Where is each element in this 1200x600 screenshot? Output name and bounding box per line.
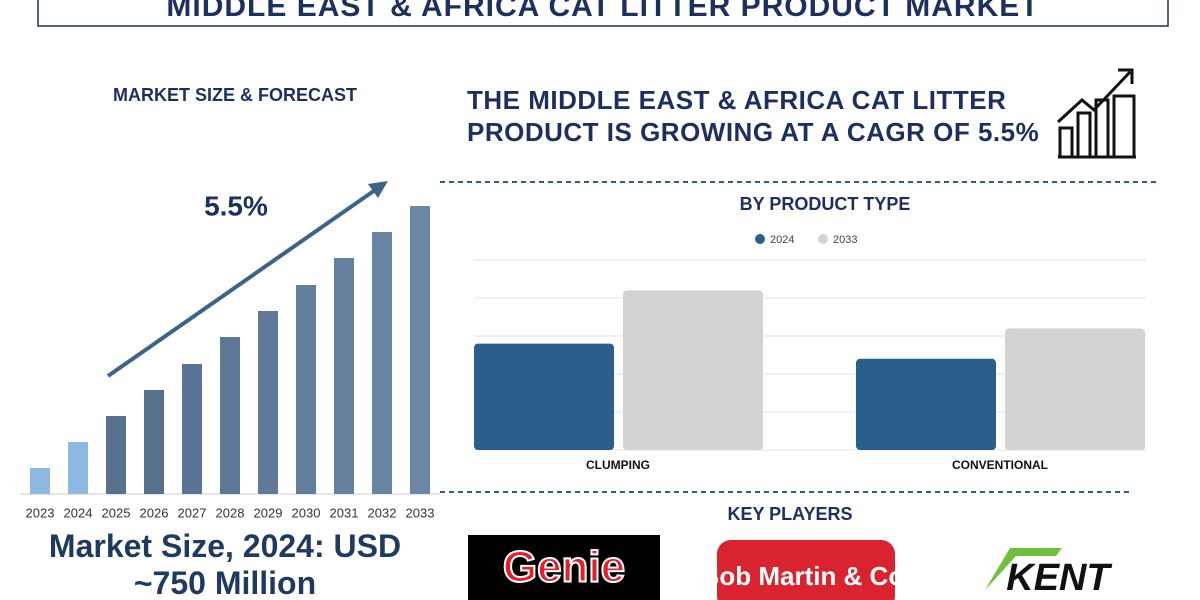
x-tick-label: 2029 [254, 505, 283, 520]
bar [856, 358, 996, 450]
x-tick-label: 2024 [64, 505, 93, 520]
x-tick-label: 2030 [292, 505, 321, 520]
legend-label: 2024 [770, 234, 794, 246]
legend-swatch [818, 234, 828, 244]
x-tick-label: 2031 [330, 505, 359, 520]
market-size: Market Size, 2024: USD ~750 Million [48, 528, 402, 600]
x-tick-label: 2032 [368, 505, 397, 520]
legend-label: 2033 [833, 234, 857, 246]
x-tick-label: 2023 [26, 505, 55, 520]
arrow-head [368, 181, 388, 198]
title-box [37, 0, 1169, 27]
x-tick-label: 2028 [216, 505, 245, 520]
bar [1005, 328, 1145, 450]
x-tick-label: 2026 [140, 505, 169, 520]
x-tick-label: CLUMPING [586, 458, 650, 472]
logo-text: Bob Martin & Co. [701, 561, 912, 591]
annotation: 5.5% [204, 190, 268, 221]
bar [474, 343, 614, 450]
bar [372, 232, 392, 494]
chart-title: MARKET SIZE & FORECAST [113, 85, 357, 105]
logo-bg [468, 535, 660, 600]
bar [623, 290, 763, 450]
x-tick-label: 2025 [102, 505, 131, 520]
logo-text: KENT [1006, 557, 1112, 599]
bar [182, 364, 202, 494]
page-title: MIDDLE EAST & AFRICA CAT LITTER PRODUCT … [166, 0, 1039, 23]
logo-text: Genie [503, 543, 625, 592]
bar [106, 416, 126, 494]
bar [30, 468, 50, 494]
trend-arrow [106, 186, 380, 378]
x-tick-label: 2033 [406, 505, 435, 520]
bar [68, 442, 88, 494]
section-title: KEY PLAYERS [727, 504, 852, 524]
growth-icon [1056, 68, 1136, 159]
x-tick-label: CONVENTIONAL [952, 458, 1048, 472]
bar [296, 285, 316, 494]
legend-swatch [755, 234, 765, 244]
bar [144, 390, 164, 494]
chart-title: BY PRODUCT TYPE [740, 194, 911, 214]
bar [258, 311, 278, 494]
bar [220, 337, 240, 494]
x-tick-label: 2027 [178, 505, 207, 520]
headline: THE MIDDLE EAST & AFRICA CAT LITTER PROD… [467, 85, 1040, 147]
logo-bg [717, 540, 895, 600]
logo-mark [985, 548, 1062, 590]
bar [410, 206, 430, 494]
bar [334, 258, 354, 494]
